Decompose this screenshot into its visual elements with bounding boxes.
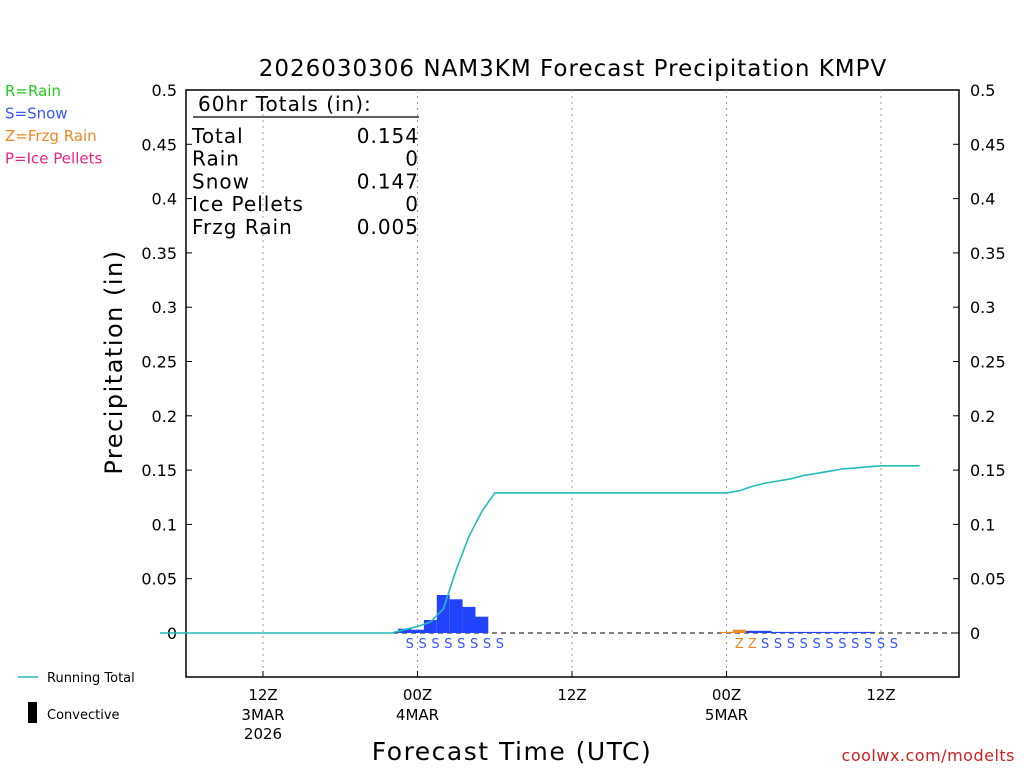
y-tick-label-right: 0.4 [970,190,995,209]
precip-bar [449,599,463,633]
precip-bar [745,630,759,633]
precip-bar [462,606,476,633]
y-tick-label-left: 0.4 [152,190,177,209]
totals-row-label: Snow [192,169,250,193]
totals-header: 60hr Totals (in): [198,92,372,116]
totals-row-label: Frzg Rain [192,215,293,239]
ptype-marker: S [483,637,491,652]
precip-bar [758,630,772,633]
credit-text: coolwx.com/modelts [842,746,1015,765]
ptype-marker: S [851,637,859,652]
y-tick-label-left: 0.45 [141,135,177,154]
precip-bar [861,631,875,633]
y-tick-label-right: 0.2 [970,407,995,426]
precip-bar [848,631,862,633]
y-tick-label-right: 0.1 [970,515,995,534]
precip-bar [398,628,412,633]
ptype-marker: S [774,637,782,652]
totals-row-label: Ice Pellets [192,192,304,216]
y-tick-label-right: 0.15 [970,461,1006,480]
y-tick-label-right: 0.3 [970,298,995,317]
ptype-marker: S [419,637,427,652]
precip-bar [810,631,824,633]
ptype-marker: S [457,637,465,652]
x-tick-label: 12Z [866,686,895,704]
ptype-marker: S [877,637,885,652]
x-tick-label: 12Z [557,686,586,704]
totals-row-value: 0 [405,192,419,216]
precip-bar [823,631,836,633]
y-tick-label-left: 0.3 [152,298,177,317]
ptype-marker: S [825,637,833,652]
running-total-legend-label: Running Total [47,671,135,686]
ptype-marker: S [470,637,478,652]
y-tick-label-right: 0.25 [970,353,1006,372]
convective-legend-label: Convective [47,708,120,723]
y-tick-label-left: 0.35 [141,244,177,263]
y-tick-label-left: 0.1 [152,515,177,534]
precip-bar [771,631,785,633]
totals-row-value: 0.005 [357,215,419,239]
ptype-marker: S [800,637,808,652]
x-axis-label: Forecast Time (UTC) [372,737,652,766]
precip-bar [411,629,424,633]
x-tick-year: 2026 [244,725,282,743]
ptype-marker: S [864,637,872,652]
x-tick-date: 5MAR [705,706,748,724]
y-tick-label-left: 0.2 [152,407,177,426]
y-tick-label-right: 0 [970,624,980,643]
precip-bar [436,595,450,633]
ptype-marker: S [406,637,414,652]
precip-bar [835,631,849,633]
y-tick-label-left: 0.15 [141,461,177,480]
totals-row-value: 0.147 [357,169,419,193]
precip-bar [797,631,811,633]
ptype-marker: S [812,637,820,652]
precip-bar [720,631,733,633]
ptype-marker: S [496,637,504,652]
ptype-marker: S [787,637,795,652]
y-tick-label-right: 0.5 [970,81,995,100]
x-tick-date: 4MAR [396,706,439,724]
ptype-marker: S [761,637,769,652]
x-tick-date: 3MAR [241,706,284,724]
x-tick-label: 12Z [248,686,277,704]
ptype-marker: Z [735,637,744,652]
totals-row-value: 0 [405,147,419,171]
y-axis-label: Precipitation (in) [100,249,128,474]
ptype-marker: S [890,637,898,652]
ptype-marker: S [431,637,439,652]
y-tick-label-right: 0.05 [970,570,1006,589]
ptype-legend-item: Z=Frzg Rain [5,127,97,145]
precip-bar [732,629,746,633]
y-tick-label-right: 0.45 [970,135,1006,154]
ptype-marker: Z [748,637,757,652]
y-tick-label-left: 0.25 [141,353,177,372]
totals-row-value: 0.154 [357,124,419,148]
y-tick-label-right: 0.35 [970,244,1006,263]
y-tick-label-left: 0.5 [152,81,177,100]
ptype-legend-item: R=Rain [5,82,61,100]
precip-bar [784,631,798,633]
precip-bar [475,616,489,633]
running-total-line [160,464,920,634]
ptype-legend-item: P=Ice Pellets [5,150,102,168]
x-tick-label: 00Z [712,686,741,704]
convective-legend-swatch [28,702,37,723]
ptype-marker: S [838,637,846,652]
totals-row-label: Total [191,124,244,148]
ptype-marker: S [444,637,452,652]
ptype-legend-item: S=Snow [5,105,68,123]
x-tick-label: 00Z [403,686,432,704]
y-tick-label-left: 0.05 [141,570,177,589]
totals-row-label: Rain [192,147,240,171]
chart-title: 2026030306 NAM3KM Forecast Precipitation… [259,56,888,82]
